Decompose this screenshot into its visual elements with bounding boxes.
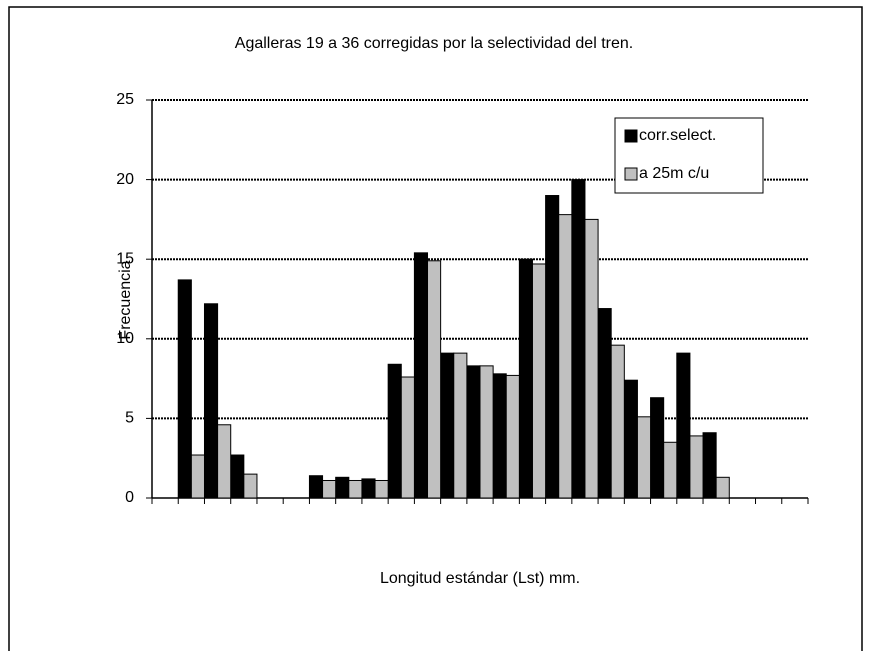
bar <box>663 441 678 499</box>
bar <box>676 352 691 499</box>
bar <box>545 195 560 499</box>
bar <box>584 218 599 499</box>
bar <box>217 424 232 499</box>
bar <box>702 432 717 499</box>
bar <box>571 179 586 499</box>
bar <box>597 308 612 499</box>
y-tick-label: 20 <box>116 171 134 188</box>
bar <box>203 303 219 499</box>
bar <box>177 279 192 499</box>
y-tick-label: 5 <box>125 410 134 427</box>
bar <box>650 397 665 499</box>
bar <box>387 363 402 499</box>
bar <box>636 416 652 499</box>
bar <box>335 476 350 499</box>
bar <box>623 379 638 499</box>
bar <box>413 252 429 499</box>
frame <box>8 6 863 651</box>
bar <box>243 473 258 499</box>
bar <box>427 260 442 499</box>
legend-label: a 25m c/u <box>639 165 709 182</box>
bar <box>322 479 337 499</box>
y-tick-label: 25 <box>116 91 134 108</box>
legend-swatch <box>624 129 638 143</box>
legend-box <box>614 117 764 194</box>
bar <box>361 478 376 499</box>
bar <box>308 475 324 499</box>
bar <box>689 435 704 499</box>
y-tick-label: 10 <box>116 330 134 347</box>
y-tick-label: 15 <box>116 250 134 267</box>
bar <box>440 352 455 499</box>
legend-label: corr.select. <box>639 127 716 144</box>
bar <box>610 344 625 499</box>
chart-title: Agalleras 19 a 36 corregidas por la sele… <box>235 35 633 52</box>
legend-swatch <box>624 167 638 181</box>
bar <box>479 365 494 499</box>
bar <box>466 365 481 499</box>
bar <box>715 476 730 499</box>
bar <box>400 376 415 499</box>
x-axis-label: Longitud estándar (Lst) mm. <box>380 570 580 587</box>
y-tick-label: 0 <box>125 489 134 506</box>
bar <box>348 479 363 499</box>
bar <box>374 479 389 499</box>
y-axis-label: Frecuencia <box>117 260 134 339</box>
bar <box>531 263 547 499</box>
bar <box>505 374 520 499</box>
bar <box>453 352 468 499</box>
bar <box>492 373 507 499</box>
bar <box>558 214 573 499</box>
bar <box>518 258 533 499</box>
bar <box>190 454 205 499</box>
bar <box>230 454 245 499</box>
